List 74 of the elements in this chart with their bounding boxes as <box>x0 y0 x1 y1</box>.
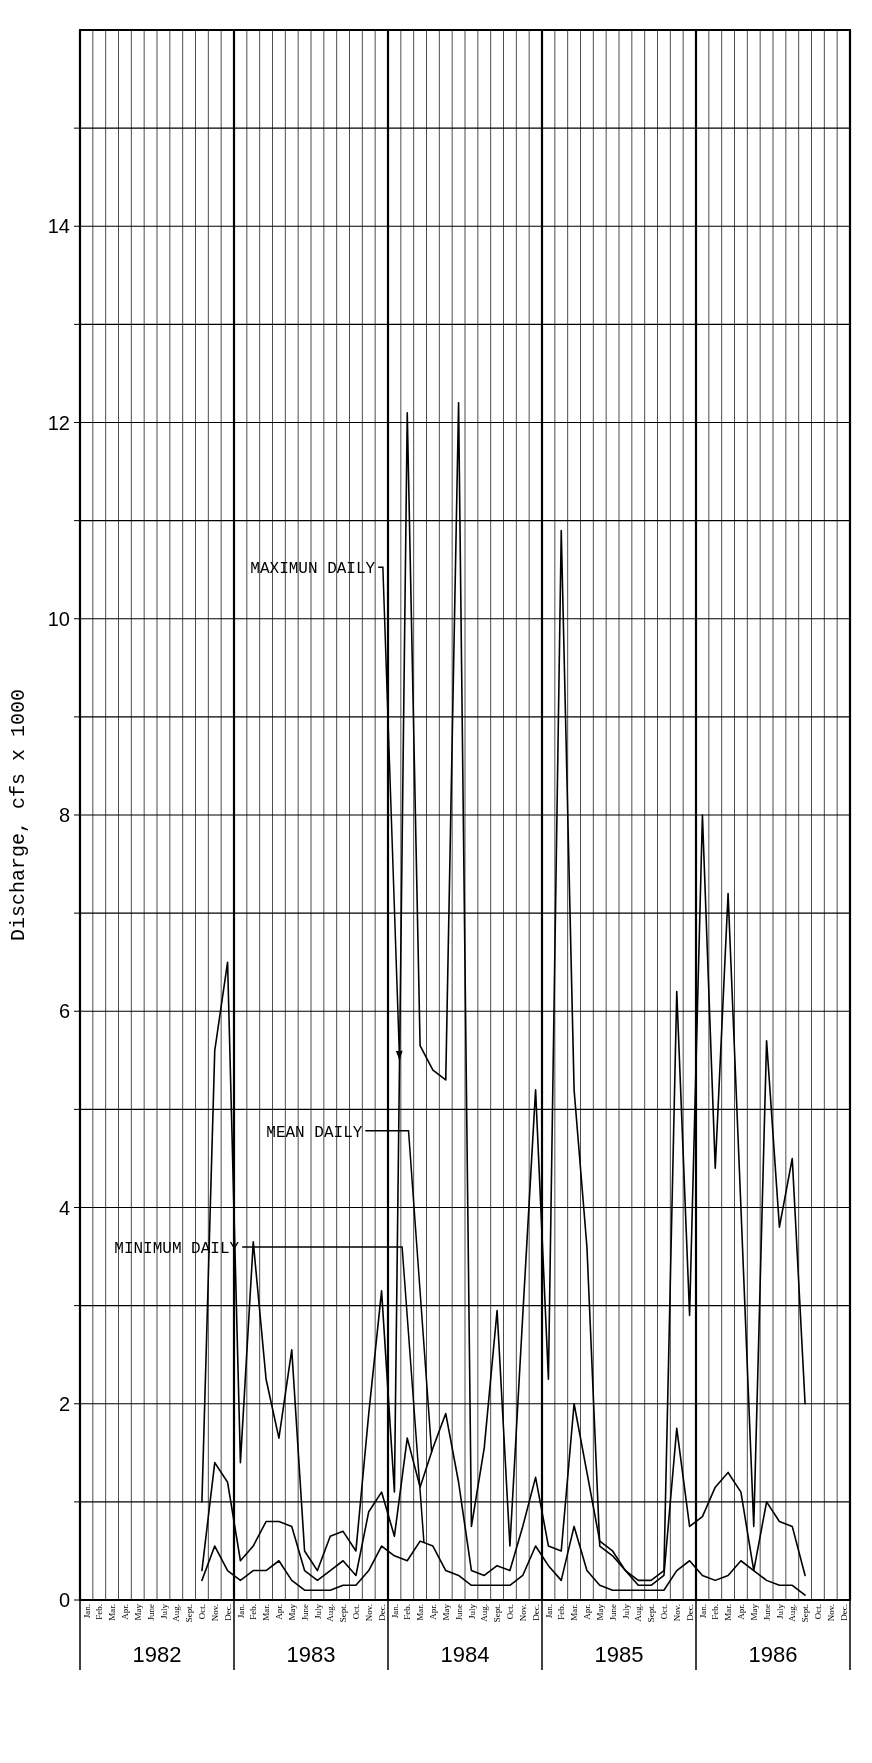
x-tick-label: Jan. <box>697 1604 708 1619</box>
x-tick-label: Nov. <box>517 1604 528 1622</box>
y-tick-label: 10 <box>47 607 70 630</box>
x-tick-label: Aug. <box>479 1604 490 1622</box>
x-tick-label: Mar. <box>261 1604 272 1621</box>
x-tick-label: Sept. <box>646 1604 657 1623</box>
x-tick-label: June <box>453 1604 464 1621</box>
y-tick-label: 2 <box>58 1392 70 1415</box>
x-tick-label: June <box>607 1604 618 1621</box>
x-tick-label: Oct. <box>505 1604 516 1620</box>
x-tick-label: Apr. <box>120 1604 131 1620</box>
x-tick-label: Aug. <box>633 1604 644 1622</box>
x-tick-label: May <box>594 1603 605 1621</box>
x-tick-label: May <box>132 1603 143 1621</box>
x-tick-label: Oct. <box>197 1604 208 1620</box>
text: 1982 <box>132 1642 182 1667</box>
x-tick-label: Dec. <box>530 1604 541 1621</box>
x-tick-label: Nov. <box>671 1604 682 1622</box>
x-tick-label: June <box>299 1604 310 1621</box>
x-tick-label: Mar. <box>723 1604 734 1621</box>
text: 1986 <box>748 1642 798 1667</box>
y-tick-label: 14 <box>47 215 70 238</box>
x-tick-label: Apr. <box>274 1604 285 1620</box>
y-tick-label: 6 <box>58 1000 70 1023</box>
x-tick-label: Oct. <box>351 1604 362 1620</box>
x-tick-label: Aug. <box>325 1604 336 1622</box>
x-tick-label: Sept. <box>338 1604 349 1623</box>
x-tick-label: Jan. <box>389 1604 400 1619</box>
y-tick-label: 4 <box>58 1196 70 1219</box>
text: 1983 <box>286 1642 336 1667</box>
x-tick-label: Sept. <box>492 1604 503 1623</box>
x-tick-label: Apr. <box>736 1604 747 1620</box>
x-tick-label: Aug. <box>787 1604 798 1622</box>
y-axis-title: Discharge, cfs x 1000 <box>7 688 30 942</box>
x-tick-label: Apr. <box>582 1604 593 1620</box>
x-tick-label: July <box>620 1603 631 1620</box>
x-tick-label: May <box>748 1603 759 1621</box>
x-tick-label: Feb. <box>710 1604 721 1620</box>
y-tick-label: 0 <box>58 1589 70 1611</box>
x-tick-label: Dec. <box>376 1604 387 1621</box>
y-tick-label: 8 <box>58 804 70 826</box>
x-tick-label: Oct. <box>813 1604 824 1620</box>
x-tick-label: Oct. <box>659 1604 670 1620</box>
x-tick-label: Jan. <box>81 1604 92 1619</box>
x-tick-label: Dec. <box>838 1604 849 1621</box>
x-tick-label: May <box>440 1603 451 1621</box>
x-tick-label: July <box>158 1603 169 1620</box>
x-tick-label: Dec. <box>222 1604 233 1621</box>
x-tick-label: Sept. <box>184 1604 195 1623</box>
x-tick-label: Sept. <box>800 1604 811 1623</box>
x-tick-label: July <box>466 1603 477 1620</box>
text: 1984 <box>440 1642 490 1667</box>
x-tick-label: Nov. <box>825 1604 836 1622</box>
x-tick-label: Nov. <box>209 1604 220 1622</box>
x-tick-label: June <box>761 1604 772 1621</box>
y-tick-label: 12 <box>47 411 70 434</box>
x-tick-label: Mar. <box>415 1604 426 1621</box>
x-tick-label: June <box>145 1604 156 1621</box>
text: 1985 <box>594 1642 644 1667</box>
x-tick-label: Feb. <box>556 1604 567 1620</box>
x-tick-label: Dec. <box>684 1604 695 1621</box>
x-tick-label: July <box>774 1603 785 1620</box>
x-tick-label: Jan. <box>543 1604 554 1619</box>
x-tick-label: Mar. <box>107 1604 118 1621</box>
x-tick-label: Feb. <box>402 1604 413 1620</box>
x-tick-label: Feb. <box>94 1604 105 1620</box>
x-tick-label: Feb. <box>248 1604 259 1620</box>
x-tick-label: Apr. <box>428 1604 439 1620</box>
x-tick-label: Aug. <box>171 1604 182 1622</box>
x-tick-label: Jan. <box>235 1604 246 1619</box>
x-tick-label: May <box>286 1603 297 1621</box>
x-tick-label: July <box>312 1603 323 1620</box>
x-tick-label: Mar. <box>569 1604 580 1621</box>
x-tick-label: Nov. <box>363 1604 374 1622</box>
